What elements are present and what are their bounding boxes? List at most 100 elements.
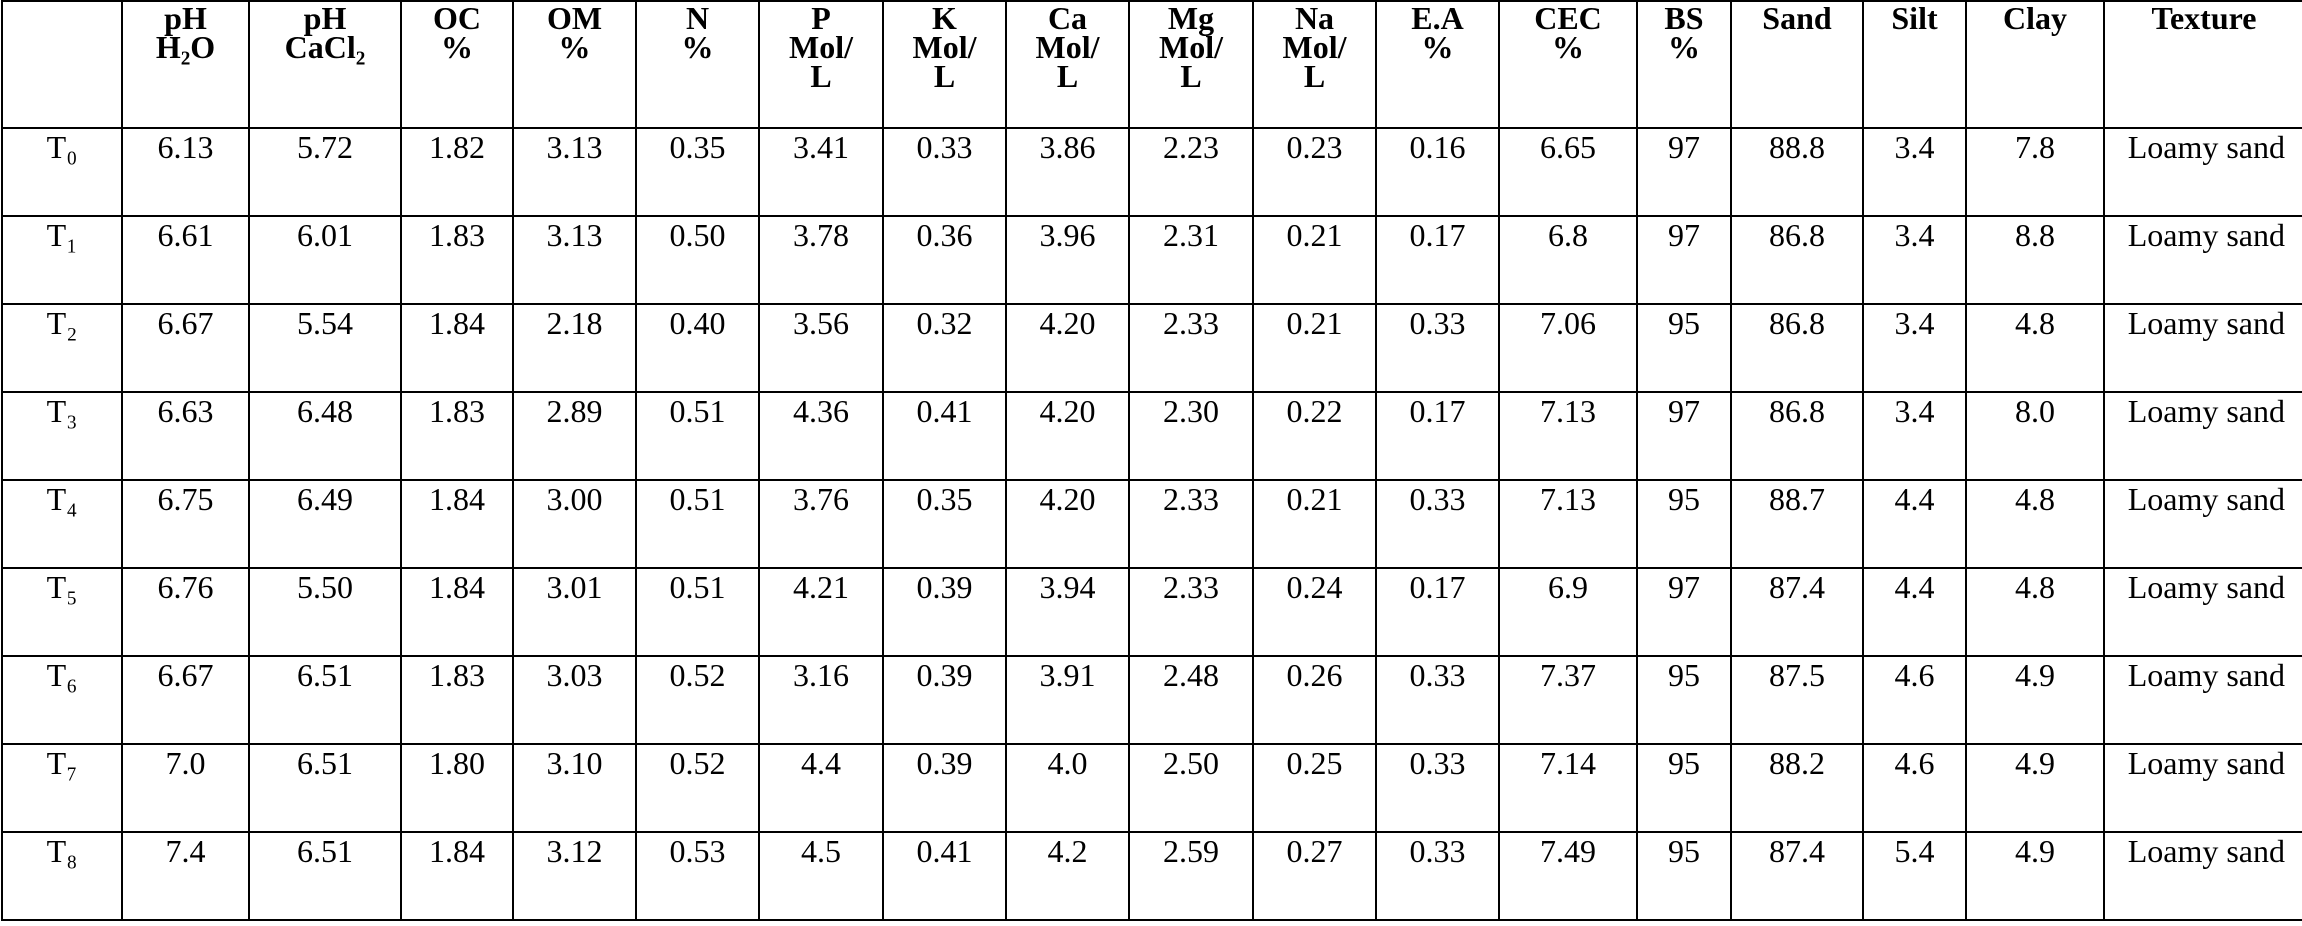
table-cell: 0.17 bbox=[1375, 567, 1500, 657]
table-cell: 95 bbox=[1636, 303, 1732, 393]
table-row: T₇ 7.0 6.51 1.80 3.10 0.52 4.4 0.39 4.0 2.50 0.25 0… bbox=[1, 743, 2302, 833]
table-cell: 95 bbox=[1636, 655, 1732, 745]
table-cell: 4.0 bbox=[1005, 743, 1130, 833]
row-label: T₃ bbox=[1, 391, 123, 481]
row-label: T₈ bbox=[1, 831, 123, 921]
table-row: T₀ 6.13 5.72 1.82 3.13 0.35 3.41 0.33 3.86 2.23 0.… bbox=[1, 127, 2302, 217]
table-cell: 0.39 bbox=[882, 567, 1007, 657]
table-cell: 6.61 bbox=[121, 215, 250, 305]
table-cell: 2.30 bbox=[1128, 391, 1254, 481]
header-cell: K Mol/ L bbox=[882, 0, 1007, 129]
header-cell: Sand bbox=[1730, 0, 1864, 129]
row-label: T₅ bbox=[1, 567, 123, 657]
table-cell: 7.13 bbox=[1498, 391, 1638, 481]
table-cell: 1.83 bbox=[400, 391, 514, 481]
table-cell: 4.6 bbox=[1862, 655, 1967, 745]
table-cell: 0.40 bbox=[635, 303, 760, 393]
table-cell: 4.5 bbox=[758, 831, 884, 921]
header-cell: Ca Mol/ L bbox=[1005, 0, 1130, 129]
table-cell: 6.49 bbox=[248, 479, 402, 569]
table-cell: Loamy sand bbox=[2103, 391, 2302, 481]
table-cell: 6.67 bbox=[121, 655, 250, 745]
table-cell: 87.4 bbox=[1730, 831, 1864, 921]
table-cell: 0.33 bbox=[1375, 479, 1500, 569]
header-cell bbox=[1, 0, 123, 129]
header-cell: Mg Mol/ L bbox=[1128, 0, 1254, 129]
table-cell: 1.84 bbox=[400, 303, 514, 393]
header-cell: E.A % bbox=[1375, 0, 1500, 129]
table-cell: 2.59 bbox=[1128, 831, 1254, 921]
table-cell: 6.13 bbox=[121, 127, 250, 217]
table-cell: 4.4 bbox=[1862, 479, 1967, 569]
table-cell: 0.35 bbox=[635, 127, 760, 217]
table-cell: Loamy sand bbox=[2103, 831, 2302, 921]
row-label: T₀ bbox=[1, 127, 123, 217]
header-cell: pH CaCl₂ bbox=[248, 0, 402, 129]
table-cell: 0.41 bbox=[882, 391, 1007, 481]
table-cell: 4.2 bbox=[1005, 831, 1130, 921]
header-cell: Clay bbox=[1965, 0, 2105, 129]
table-cell: 0.35 bbox=[882, 479, 1007, 569]
table-cell: 3.4 bbox=[1862, 215, 1967, 305]
row-label: T₁ bbox=[1, 215, 123, 305]
table-cell: 0.17 bbox=[1375, 215, 1500, 305]
table-cell: 88.8 bbox=[1730, 127, 1864, 217]
table-cell: 0.22 bbox=[1252, 391, 1377, 481]
table-cell: 86.8 bbox=[1730, 391, 1864, 481]
header-cell: Na Mol/ L bbox=[1252, 0, 1377, 129]
table-cell: 6.51 bbox=[248, 831, 402, 921]
table-cell: 6.67 bbox=[121, 303, 250, 393]
table-cell: 6.01 bbox=[248, 215, 402, 305]
table-cell: 95 bbox=[1636, 831, 1732, 921]
table-cell: 1.84 bbox=[400, 831, 514, 921]
header-cell: Texture bbox=[2103, 0, 2302, 129]
table-cell: 4.6 bbox=[1862, 743, 1967, 833]
table-cell: 88.2 bbox=[1730, 743, 1864, 833]
table-cell: 3.4 bbox=[1862, 127, 1967, 217]
table-cell: 2.33 bbox=[1128, 567, 1254, 657]
row-label: T₂ bbox=[1, 303, 123, 393]
table-cell: 95 bbox=[1636, 743, 1732, 833]
table-cell: 6.8 bbox=[1498, 215, 1638, 305]
table-cell: 5.54 bbox=[248, 303, 402, 393]
table-cell: 7.49 bbox=[1498, 831, 1638, 921]
table-cell: 87.4 bbox=[1730, 567, 1864, 657]
table-cell: 97 bbox=[1636, 127, 1732, 217]
table-row: T₃ 6.63 6.48 1.83 2.89 0.51 4.36 0.41 4.20 2.30 0.… bbox=[1, 391, 2302, 481]
table-cell: 0.24 bbox=[1252, 567, 1377, 657]
table-cell: Loamy sand bbox=[2103, 303, 2302, 393]
table-cell: 1.80 bbox=[400, 743, 514, 833]
table-cell: 86.8 bbox=[1730, 215, 1864, 305]
table-cell: 4.9 bbox=[1965, 655, 2105, 745]
table-cell: 2.18 bbox=[512, 303, 637, 393]
table-cell: 0.39 bbox=[882, 743, 1007, 833]
header-cell: OC % bbox=[400, 0, 514, 129]
table-cell: Loamy sand bbox=[2103, 655, 2302, 745]
table-cell: 0.41 bbox=[882, 831, 1007, 921]
table-cell: 0.51 bbox=[635, 479, 760, 569]
table-cell: 2.31 bbox=[1128, 215, 1254, 305]
table-cell: 7.13 bbox=[1498, 479, 1638, 569]
table-cell: 3.01 bbox=[512, 567, 637, 657]
table-cell: 2.33 bbox=[1128, 479, 1254, 569]
table-row: T₈ 7.4 6.51 1.84 3.12 0.53 4.5 0.41 4.2 2.59 0.27 0… bbox=[1, 831, 2302, 921]
table-cell: 1.83 bbox=[400, 655, 514, 745]
table-cell: 6.76 bbox=[121, 567, 250, 657]
table-cell: 6.51 bbox=[248, 655, 402, 745]
table-cell: 3.41 bbox=[758, 127, 884, 217]
table-cell: 3.13 bbox=[512, 127, 637, 217]
table-cell: 4.36 bbox=[758, 391, 884, 481]
table-cell: 0.51 bbox=[635, 391, 760, 481]
table-cell: 3.94 bbox=[1005, 567, 1130, 657]
table-cell: 4.4 bbox=[758, 743, 884, 833]
table-cell: 4.20 bbox=[1005, 303, 1130, 393]
table-cell: 0.27 bbox=[1252, 831, 1377, 921]
table-cell: 0.16 bbox=[1375, 127, 1500, 217]
table-cell: 4.9 bbox=[1965, 743, 2105, 833]
table-cell: 3.91 bbox=[1005, 655, 1130, 745]
table-cell: 1.84 bbox=[400, 567, 514, 657]
table-cell: 0.33 bbox=[882, 127, 1007, 217]
table-cell: 0.33 bbox=[1375, 743, 1500, 833]
